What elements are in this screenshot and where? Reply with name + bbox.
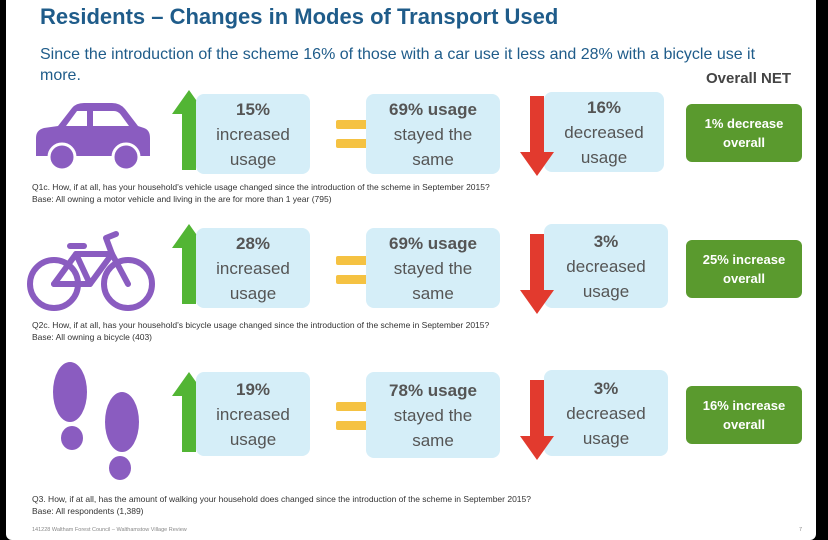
- same-box: 69% usage stayed the same: [366, 94, 500, 174]
- question-text: Q2c. How, if at all, has your household’…: [32, 320, 490, 330]
- increased-line2: usage: [229, 149, 277, 169]
- overall-net-header: Overall NET: [706, 70, 792, 87]
- same-box: 69% usage stayed the same: [366, 228, 500, 308]
- net-line1: 16% increase: [702, 398, 786, 413]
- same-box: 78% usage stayed the same: [366, 372, 500, 458]
- net-badge: 25% increase overall: [686, 240, 802, 298]
- equals-icon: [336, 120, 374, 148]
- decreased-line2: usage: [582, 281, 630, 301]
- same-line2: same: [412, 149, 454, 169]
- bicycle-icon: [27, 231, 155, 311]
- same-pct: 69% usage: [389, 233, 477, 253]
- slide-subtitle: Since the introduction of the scheme 16%…: [40, 46, 756, 84]
- decreased-line1: decreased: [564, 122, 644, 142]
- decreased-pct: 16%: [586, 97, 622, 117]
- decreased-box: 3% decreased usage: [544, 370, 668, 456]
- slide-title: Residents – Changes in Modes of Transpor…: [40, 4, 559, 29]
- increased-line1: increased: [216, 258, 290, 278]
- car-icon: [36, 103, 150, 172]
- same-pct: 69% usage: [389, 99, 477, 119]
- decreased-line2: usage: [582, 428, 630, 448]
- car-row: 15% increased usage 69% usage stayed the…: [6, 88, 816, 228]
- down-arrow-icon: [520, 96, 554, 176]
- increased-pct: 28%: [235, 233, 271, 253]
- increased-pct: 15%: [235, 99, 271, 119]
- base-text: Base: All owning a bicycle (403): [32, 332, 153, 342]
- increased-box: 15% increased usage: [196, 94, 310, 174]
- increased-line1: increased: [216, 404, 290, 424]
- decreased-line1: decreased: [566, 256, 646, 276]
- net-line1: 25% increase: [702, 252, 786, 267]
- decreased-box: 16% decreased usage: [544, 92, 664, 172]
- equals-icon: [336, 256, 374, 284]
- net-badge: 16% increase overall: [686, 386, 802, 444]
- decreased-box: 3% decreased usage: [544, 224, 668, 308]
- base-text: Base: All respondents (1,389): [32, 506, 144, 516]
- decreased-line1: decreased: [566, 403, 646, 423]
- increased-pct: 19%: [235, 379, 271, 399]
- increased-box: 28% increased usage: [196, 228, 310, 308]
- equals-icon: [336, 402, 374, 430]
- net-line2: overall: [723, 417, 765, 432]
- same-line2: same: [412, 283, 454, 303]
- down-arrow-icon: [520, 234, 554, 314]
- page-number: 7: [798, 527, 802, 533]
- walking-row: 19% increased usage 78% usage stayed the…: [6, 358, 816, 516]
- footprints-icon: [53, 362, 139, 480]
- base-text: Base: All owning a motor vehicle and liv…: [32, 194, 332, 204]
- decreased-pct: 3%: [593, 231, 619, 251]
- bicycle-row: 28% increased usage 69% usage stayed the…: [6, 222, 816, 362]
- question-text: Q1c. How, if at all, has your household’…: [32, 182, 490, 192]
- down-arrow-icon: [520, 380, 554, 460]
- net-line2: overall: [723, 135, 765, 150]
- question-text: Q3. How, if at all, has the amount of wa…: [32, 494, 531, 504]
- same-line1: stayed the: [393, 124, 473, 144]
- increased-box: 19% increased usage: [196, 372, 310, 456]
- same-line2: same: [412, 430, 454, 450]
- slide: Residents – Changes in Modes of Transpor…: [6, 0, 816, 540]
- decreased-pct: 3%: [593, 378, 619, 398]
- same-line1: stayed the: [393, 258, 473, 278]
- decreased-line2: usage: [580, 147, 628, 167]
- increased-line2: usage: [229, 283, 277, 303]
- footer-text: 141228 Waltham Forest Council – Walthams…: [32, 527, 187, 533]
- net-line1: 1% decrease: [704, 116, 784, 131]
- same-pct: 78% usage: [389, 380, 477, 400]
- increased-line1: increased: [216, 124, 290, 144]
- same-line1: stayed the: [393, 405, 473, 425]
- net-badge: 1% decrease overall: [686, 104, 802, 162]
- increased-line2: usage: [229, 429, 277, 449]
- net-line2: overall: [723, 271, 765, 286]
